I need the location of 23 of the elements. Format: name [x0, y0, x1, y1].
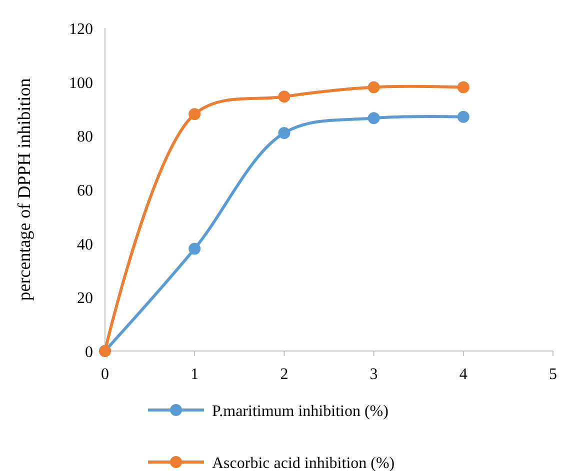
point	[188, 108, 201, 120]
point	[457, 110, 470, 123]
x-tick-label: 5	[549, 366, 557, 383]
y-tick-label: 40	[77, 236, 93, 254]
point	[278, 90, 290, 103]
x-tick-label: 4	[459, 366, 468, 383]
x-tick-label: 0	[101, 366, 109, 383]
y-tick-label: 120	[69, 21, 93, 38]
point	[368, 81, 380, 94]
legend-label: P.maritimum inhibition (%)	[212, 403, 388, 420]
point	[368, 112, 380, 124]
x-tick-label: 1	[190, 366, 199, 383]
point	[278, 126, 290, 139]
y-tick-label: 60	[77, 182, 93, 200]
point	[188, 242, 201, 255]
y-axis-title: percentage of DPPH inhibition	[14, 78, 34, 301]
x-tick-label: 3	[370, 366, 378, 383]
point	[457, 81, 470, 94]
y-tick-label: 80	[77, 128, 93, 146]
y-tick-label: 0	[85, 344, 93, 361]
y-tick-label: 20	[77, 290, 93, 308]
x-tick-label: 2	[280, 366, 288, 383]
y-tick-label: 100	[69, 74, 93, 92]
